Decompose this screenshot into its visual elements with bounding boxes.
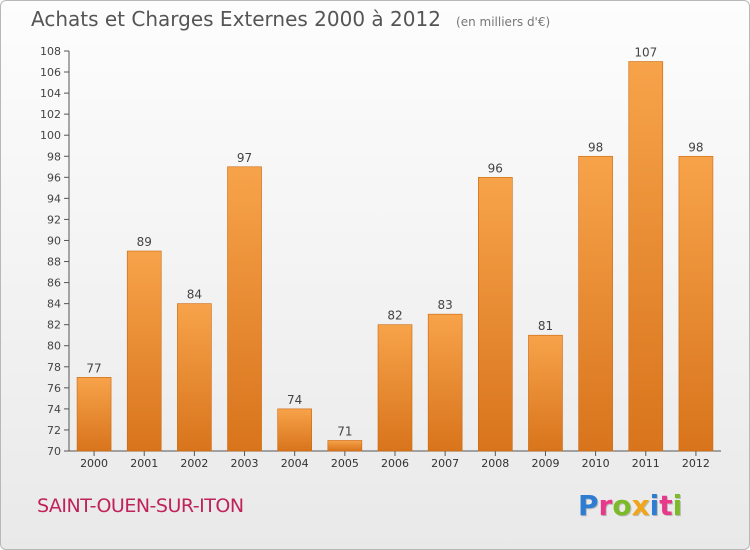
x-tick-label: 2004 [281, 457, 309, 470]
data-label: 96 [488, 161, 503, 175]
y-tick-label: 92 [47, 213, 61, 226]
y-tick-label: 80 [47, 340, 61, 353]
y-tick-label: 102 [40, 108, 61, 121]
bar [578, 155, 613, 452]
brand-letter: t [659, 489, 673, 522]
bar [377, 324, 413, 452]
y-tick-label: 106 [40, 66, 61, 79]
bar [678, 155, 714, 452]
x-tick-label: 2012 [682, 457, 710, 470]
bar [327, 440, 363, 452]
brand-letter: P [578, 489, 599, 522]
brand-letter: o [612, 489, 632, 522]
chart-unit: (en milliers d'€) [456, 15, 551, 29]
brand-letter: i [649, 489, 660, 522]
x-tick-label: 2005 [331, 457, 359, 470]
data-label: 74 [287, 393, 302, 407]
data-label: 77 [86, 361, 101, 375]
title-line: Achats et Charges Externes 2000 à 2012 (… [31, 7, 550, 31]
brand-letter: r [598, 489, 613, 522]
x-tick-label: 2008 [481, 457, 509, 470]
data-label: 98 [688, 140, 703, 154]
brand-logo: Proxiti [578, 489, 682, 522]
data-label: 89 [137, 235, 152, 249]
bar [528, 334, 563, 452]
y-tick-label: 86 [47, 277, 61, 290]
data-label: 71 [337, 424, 352, 438]
y-tick-label: 70 [47, 445, 61, 458]
bar [76, 377, 112, 452]
bars-layer: 77 89 84 97 74 71 82 83 96 81 98 107 98 [76, 46, 714, 452]
y-tick-label: 82 [47, 319, 61, 332]
y-tick-label: 96 [47, 171, 61, 184]
data-label: 98 [588, 140, 603, 154]
y-tick-label: 98 [47, 150, 61, 163]
y-tick-label: 90 [47, 234, 61, 247]
axis-layer: 70 72 74 76 78 80 82 84 86 88 90 92 94 96 98 100 102 104 1… [40, 45, 721, 470]
bar [628, 61, 664, 452]
y-tick-label: 100 [40, 129, 61, 142]
bar [277, 408, 312, 452]
data-label: 84 [187, 288, 202, 302]
chart-title: Achats et Charges Externes 2000 à 2012 [31, 7, 441, 31]
data-label: 107 [634, 46, 657, 60]
x-tick-label: 2002 [180, 457, 208, 470]
y-tick-label: 108 [40, 45, 61, 58]
bar [478, 177, 513, 452]
data-label: 82 [387, 309, 402, 323]
y-tick-label: 88 [47, 256, 61, 269]
bar [126, 250, 162, 452]
y-tick-label: 104 [40, 87, 61, 100]
bar [177, 303, 212, 452]
x-tick-label: 2011 [632, 457, 660, 470]
y-tick-label: 78 [47, 361, 61, 374]
x-tick-label: 2010 [582, 457, 610, 470]
bar [227, 166, 262, 452]
x-tick-label: 2000 [80, 457, 108, 470]
city-name: SAINT-OUEN-SUR-ITON [37, 495, 244, 517]
x-tick-label: 2001 [130, 457, 158, 470]
y-tick-label: 76 [47, 382, 61, 395]
brand-letter: x [631, 489, 650, 522]
y-tick-label: 94 [47, 192, 61, 205]
x-tick-label: 2006 [381, 457, 409, 470]
x-tick-label: 2007 [431, 457, 459, 470]
x-tick-label: 2009 [531, 457, 559, 470]
x-tick-label: 2003 [231, 457, 259, 470]
y-tick-label: 84 [47, 298, 61, 311]
brand-letter: i [672, 489, 683, 522]
data-label: 97 [237, 151, 252, 165]
data-label: 81 [538, 319, 553, 333]
data-label: 83 [438, 298, 453, 312]
y-tick-label: 72 [47, 424, 61, 437]
y-tick-label: 74 [47, 403, 61, 416]
bar [427, 313, 463, 452]
